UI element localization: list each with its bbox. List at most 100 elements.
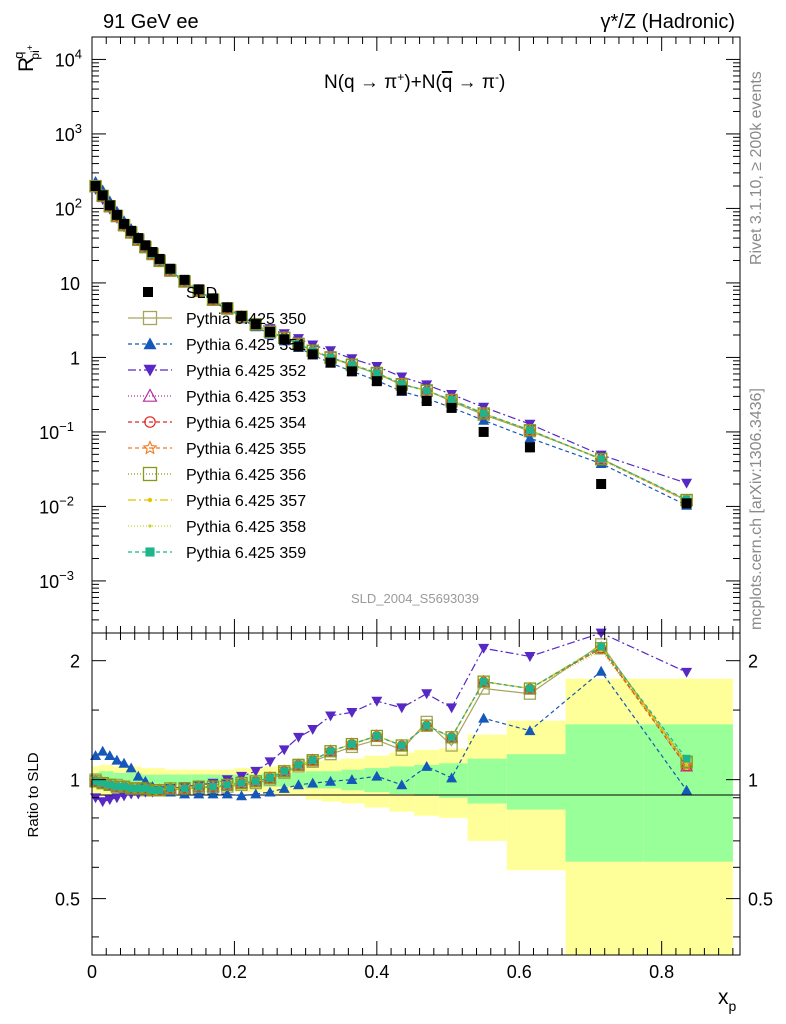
legend-label: Pythia 6.425 356: [186, 467, 306, 484]
ratio-series-point: [371, 696, 383, 707]
mcplots-label: mcplots.cern.ch [arXiv:1306.3436]: [748, 388, 765, 630]
legend-entry: Pythia 6.425 351: [128, 337, 306, 354]
ratio-panel: 0.5 0.5 1 1 2 2 0 0.2 0.4 0.6 0.8 Ratio to SLD xp: [25, 37, 773, 1014]
ratio-series-point: [523, 682, 537, 695]
ratio-series-point: [595, 628, 607, 639]
main-series-point: [597, 455, 605, 463]
ratio-series-point: [370, 729, 383, 743]
ratio-y-axis-label: Ratio to SLD: [25, 752, 42, 837]
main-subtitle: N(q → π+)+N(q → π-): [324, 70, 505, 93]
main-series-point: [595, 458, 607, 468]
ratio-series-point: [192, 780, 205, 793]
ratio-series-point: [371, 770, 383, 781]
data-point: [154, 253, 165, 264]
ratio-series-point: [684, 763, 689, 767]
ratio-series-point: [264, 757, 276, 768]
ratio-series-point: [479, 677, 488, 686]
ratio-y-tick-label-right: 1: [748, 771, 758, 791]
ratio-band-inner: [127, 772, 135, 787]
ratio-bands: [92, 678, 733, 955]
data-point: [524, 442, 535, 453]
x-tick-label: 0: [87, 962, 97, 982]
data-point: [478, 426, 489, 437]
ratio-series-point: [396, 703, 408, 714]
ratio-series-point: [148, 786, 157, 795]
ratio-series-point: [118, 757, 130, 768]
ratio-series-point: [595, 665, 607, 676]
ratio-series-point: [166, 784, 175, 793]
ratio-band-inner: [467, 758, 507, 804]
legend-entry: Pythia 6.425 357: [128, 493, 306, 510]
ratio-series-point: [278, 782, 290, 793]
main-series-point: [348, 360, 356, 369]
ratio-series-point: [446, 772, 458, 783]
main-series-point: [372, 369, 381, 377]
legend-label: Pythia 6.425 355: [186, 441, 306, 458]
ratio-series-point: [307, 725, 319, 735]
legend-marker: [142, 466, 158, 482]
legend-marker: [145, 547, 155, 557]
ratio-series-point: [524, 652, 536, 662]
ratio-series-point: [420, 719, 433, 732]
main-series-point: [478, 414, 490, 425]
main-series-point: [523, 424, 537, 437]
data-point: [236, 310, 247, 321]
ratio-series-point: [113, 782, 121, 791]
ratio-series-point: [478, 643, 490, 654]
ratio-series-point: [125, 762, 137, 773]
ratio-series-point: [278, 745, 290, 756]
data-point: [126, 225, 137, 236]
ratio-series-point: [193, 788, 205, 799]
ratio-band-inner: [565, 724, 644, 862]
ratio-series-point: [120, 782, 128, 791]
main-y-tick-label: 10: [60, 274, 80, 294]
data-point: [265, 326, 276, 337]
watermark: SLD_2004_S5693039: [351, 591, 479, 606]
ratio-series-point: [681, 784, 693, 795]
legend-entry: SLD: [143, 285, 217, 302]
legend-entry: Pythia 6.425 355: [128, 440, 306, 458]
ratio-series-point: [422, 721, 431, 730]
ratio-series-point: [526, 684, 534, 693]
data-point: [596, 479, 607, 489]
ratio-series-point: [251, 777, 260, 786]
ratio-series-point: [292, 758, 305, 772]
x-tick-label: 0.2: [222, 962, 247, 982]
legend-marker: [144, 416, 156, 428]
ratio-series-point: [421, 760, 433, 771]
main-series-line: [95, 189, 687, 484]
x-tick-label: 0.8: [649, 962, 674, 982]
legend-entry: Pythia 6.425 352: [128, 363, 306, 380]
main-y-tick-label: 103: [55, 121, 82, 145]
ratio-x-ticks: 0 0.2 0.4 0.6 0.8: [87, 37, 734, 982]
legend-label: Pythia 6.425 358: [186, 519, 306, 536]
ratio-series-point: [127, 784, 136, 793]
ratio-series-point: [221, 788, 233, 799]
ratio-series-point: [681, 667, 693, 678]
data-point: [119, 218, 130, 229]
main-y-tick-label: 10−1: [39, 419, 74, 443]
ratio-y-tick-label: 2: [70, 652, 80, 672]
ratio-series-point: [293, 732, 305, 743]
ratio-series-point: [294, 761, 303, 769]
ratio-series-point: [237, 779, 246, 787]
legend-label: Pythia 6.425 350: [186, 311, 306, 328]
ratio-series-point: [348, 740, 356, 748]
main-data-layer: [90, 181, 692, 509]
legend-label: Pythia 6.425 353: [186, 389, 306, 406]
ratio-series-point: [235, 776, 248, 790]
ratio-series-point: [194, 782, 203, 791]
main-series-point: [447, 396, 456, 404]
rivet-label: Rivet 3.1.10, ≥ 200k events: [748, 71, 765, 265]
legend-entry: Pythia 6.425 353: [128, 388, 306, 406]
legend-marker: [143, 364, 157, 377]
ratio-series-point: [682, 754, 691, 763]
ratio-series-point: [209, 782, 217, 791]
ratio-series-point: [308, 756, 317, 765]
data-point: [90, 181, 101, 191]
ratio-series-point: [421, 689, 433, 700]
main-y-tick-label: 10−2: [39, 493, 74, 517]
legend-label: Pythia 6.425 357: [186, 493, 306, 510]
